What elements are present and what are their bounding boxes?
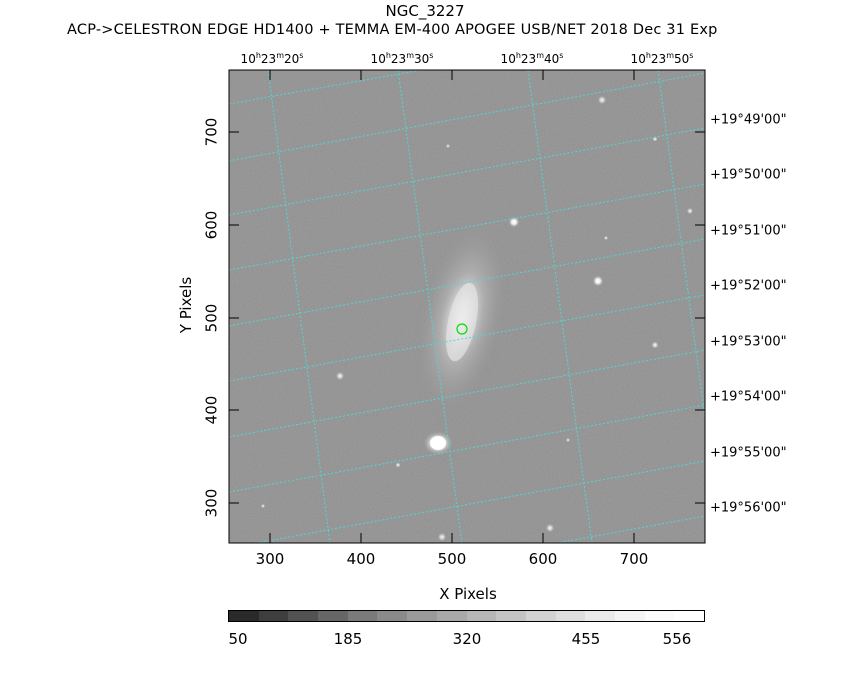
star	[336, 372, 344, 380]
colorbar-swatch	[674, 611, 704, 621]
dec-label: +19°49'00"	[710, 112, 787, 128]
y-tick-label: 400	[202, 395, 221, 425]
dec-label: +19°54'00"	[710, 389, 787, 405]
colorbar-swatch	[644, 611, 675, 621]
dec-label: +19°53'00"	[710, 334, 787, 350]
wcs-grid	[229, 70, 705, 543]
colorbar-swatch	[288, 611, 319, 621]
x-tick-label: 700	[619, 550, 649, 568]
y-tick-label: 300	[202, 488, 221, 518]
x-axis-label: X Pixels	[439, 585, 497, 603]
x-tick-label: 300	[255, 550, 285, 568]
ra-label: 10h23m50s	[630, 51, 694, 66]
dec-label: +19°52'00"	[710, 278, 787, 294]
x-axis-ticks	[269, 70, 635, 543]
page-title: NGC_3227	[385, 2, 465, 20]
colorbar-label: 185	[333, 630, 363, 648]
star	[438, 533, 446, 541]
x-tick-label: 600	[528, 550, 558, 568]
colorbar-label: 455	[571, 630, 601, 648]
y-tick-label: 600	[202, 210, 221, 240]
ra-label: 10h23m20s	[240, 51, 304, 66]
colorbar-swatch	[436, 611, 467, 621]
sky-image	[229, 70, 705, 543]
dec-label: +19°56'00"	[710, 500, 787, 516]
colorbar-swatch	[614, 611, 645, 621]
colorbar-swatch	[377, 611, 408, 621]
dec-label: +19°50'00"	[710, 167, 787, 183]
colorbar-label: 320	[452, 630, 482, 648]
ra-label: 10h23m40s	[500, 51, 564, 66]
observation-subtitle: ACP->CELESTRON EDGE HD1400 + TEMMA EM-40…	[67, 22, 718, 38]
dec-label: +19°51'00"	[710, 223, 787, 239]
star	[395, 462, 401, 468]
colorbar-swatch	[229, 611, 259, 621]
colorbar-swatch	[258, 611, 289, 621]
star	[592, 275, 604, 287]
target-marker	[456, 323, 468, 335]
star	[508, 216, 520, 228]
colorbar-swatch	[407, 611, 437, 621]
x-tick-label: 500	[437, 550, 467, 568]
colorbar-swatch	[525, 611, 556, 621]
ra-label: 10h23m30s	[370, 51, 434, 66]
x-tick-label: 400	[346, 550, 376, 568]
colorbar-swatch	[347, 611, 378, 621]
y-tick-label: 700	[202, 117, 221, 147]
colorbar-swatch	[555, 611, 586, 621]
star	[687, 208, 693, 214]
star	[566, 438, 570, 442]
colorbar-swatch	[466, 611, 497, 621]
star	[446, 144, 450, 148]
plot-frame	[228, 69, 706, 544]
dec-label: +19°55'00"	[710, 445, 787, 461]
star	[598, 96, 606, 104]
colorbar-label: 556	[662, 630, 692, 648]
y-tick-label: 500	[202, 303, 221, 333]
colorbar-label: 50	[228, 630, 248, 648]
star	[261, 504, 265, 508]
colorbar	[228, 610, 705, 622]
colorbar-swatch	[496, 611, 526, 621]
star	[651, 341, 659, 349]
star	[546, 524, 554, 532]
star	[652, 136, 658, 142]
colorbar-swatch	[318, 611, 348, 621]
colorbar-swatch	[585, 611, 615, 621]
star	[604, 236, 608, 240]
y-axis-ticks	[229, 131, 705, 504]
y-axis-label: Y Pixels	[177, 276, 195, 334]
